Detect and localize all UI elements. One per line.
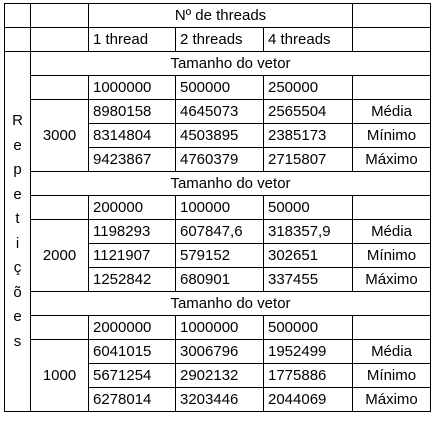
section-title: Tamanho do vetor [30,291,431,316]
value-cell: 2715807 [263,147,353,172]
value-cell: 2902132 [175,363,264,388]
column-header-4-threads: 4 threads [263,27,353,52]
data-row-media: 1000 6041015 3006796 1952499 Média [5,339,431,412]
sizes-row: 1000000 500000 250000 [5,75,431,100]
size-cell: 2000000 [88,315,176,340]
stat-label: Máximo [352,387,431,412]
value-cell: 1775886 [263,363,353,388]
data-row-media: 2000 1198293 607847,6 318357,9 Média [5,219,431,292]
repetitions-vertical-label: R e p e t i ç õ e s [4,51,31,412]
data-row-minimo: 1121907 579152 302651 Mínimo [5,243,431,268]
stat-label: Média [352,219,431,244]
data-row-maximo: 6278014 3203446 2044069 Máximo [5,387,431,412]
sizes-row: 200000 100000 50000 [5,195,431,220]
section-title-row: R e p e t i ç õ e s Tamanho do vetor [4,51,431,412]
column-header-1-thread: 1 thread [88,27,176,52]
data-row-minimo: 8314804 4503895 2385173 Mínimo [5,123,431,148]
stat-label: Máximo [352,147,431,172]
repetitions-count: 1000 [30,339,89,412]
stat-label: Mínimo [352,123,431,148]
section-title-row: Tamanho do vetor [5,171,431,196]
value-cell: 680901 [175,267,264,292]
value-cell: 579152 [175,243,264,268]
size-cell: 100000 [175,195,264,220]
value-cell: 5671254 [88,363,176,388]
value-cell: 2044069 [263,387,353,412]
header-row-threads: Nº de threads [4,3,431,28]
results-table: Nº de threads 1 thread 2 threads 4 threa… [4,3,431,412]
repetitions-count: 3000 [30,99,89,172]
data-row-media: 3000 8980158 4645073 2565504 Média [5,99,431,172]
stat-label: Média [352,339,431,364]
size-cell: 250000 [263,75,353,100]
data-row-minimo: 5671254 2902132 1775886 Mínimo [5,363,431,388]
value-cell: 318357,9 [263,219,353,244]
value-cell: 1252842 [88,267,176,292]
value-cell: 8314804 [88,123,176,148]
size-cell: 500000 [175,75,264,100]
value-cell: 1952499 [263,339,353,364]
value-cell: 8980158 [88,99,176,124]
section-title: Tamanho do vetor [30,51,431,76]
section-title-row: Tamanho do vetor [5,291,431,316]
value-cell: 607847,6 [175,219,264,244]
value-cell: 2565504 [263,99,353,124]
value-cell: 1198293 [88,219,176,244]
value-cell: 2385173 [263,123,353,148]
value-cell: 9423867 [88,147,176,172]
stat-label: Média [352,99,431,124]
value-cell: 302651 [263,243,353,268]
stat-label: Máximo [352,267,431,292]
value-cell: 337455 [263,267,353,292]
size-cell: 1000000 [88,75,176,100]
value-cell: 4645073 [175,99,264,124]
size-cell: 50000 [263,195,353,220]
value-cell: 6041015 [88,339,176,364]
header-row-columns: 1 thread 2 threads 4 threads [4,27,431,52]
value-cell: 4760379 [175,147,264,172]
value-cell: 6278014 [88,387,176,412]
column-header-2-threads: 2 threads [175,27,264,52]
repetitions-count: 2000 [30,219,89,292]
stat-label: Mínimo [352,243,431,268]
section-title: Tamanho do vetor [30,171,431,196]
data-row-maximo: 9423867 4760379 2715807 Máximo [5,147,431,172]
size-cell: 500000 [263,315,353,340]
value-cell: 4503895 [175,123,264,148]
threads-header: Nº de threads [88,3,353,28]
stat-label: Mínimo [352,363,431,388]
value-cell: 1121907 [88,243,176,268]
data-row-maximo: 1252842 680901 337455 Máximo [5,267,431,292]
value-cell: 3203446 [175,387,264,412]
sizes-row: 2000000 1000000 500000 [5,315,431,340]
value-cell: 3006796 [175,339,264,364]
size-cell: 1000000 [175,315,264,340]
size-cell: 200000 [88,195,176,220]
